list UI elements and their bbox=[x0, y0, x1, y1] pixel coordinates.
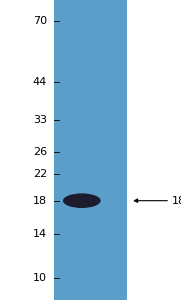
Text: 26: 26 bbox=[33, 147, 47, 157]
Text: 22: 22 bbox=[33, 169, 47, 179]
Text: 18kDa: 18kDa bbox=[172, 196, 181, 206]
Text: 70: 70 bbox=[33, 16, 47, 26]
Bar bbox=[54, 0, 127, 300]
Text: 14: 14 bbox=[33, 229, 47, 239]
Ellipse shape bbox=[63, 194, 101, 208]
Text: 10: 10 bbox=[33, 274, 47, 284]
Text: 33: 33 bbox=[33, 116, 47, 125]
Text: 44: 44 bbox=[33, 77, 47, 87]
Text: 18: 18 bbox=[33, 196, 47, 206]
